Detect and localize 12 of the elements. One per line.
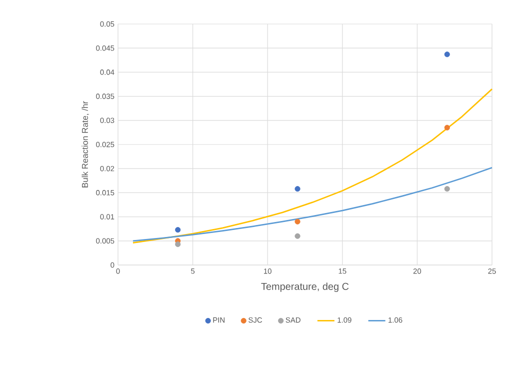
x-axis-title: Temperature, deg C	[261, 282, 349, 292]
point	[294, 186, 300, 192]
point	[175, 241, 181, 248]
point	[294, 218, 300, 224]
point	[444, 186, 450, 192]
line-series	[132, 88, 493, 244]
point	[444, 52, 450, 58]
point	[294, 233, 300, 239]
point	[444, 124, 450, 130]
point	[175, 227, 181, 233]
line-series	[132, 166, 493, 242]
y-axis-title: Bulk Reaction Rate, /hr	[82, 101, 89, 188]
